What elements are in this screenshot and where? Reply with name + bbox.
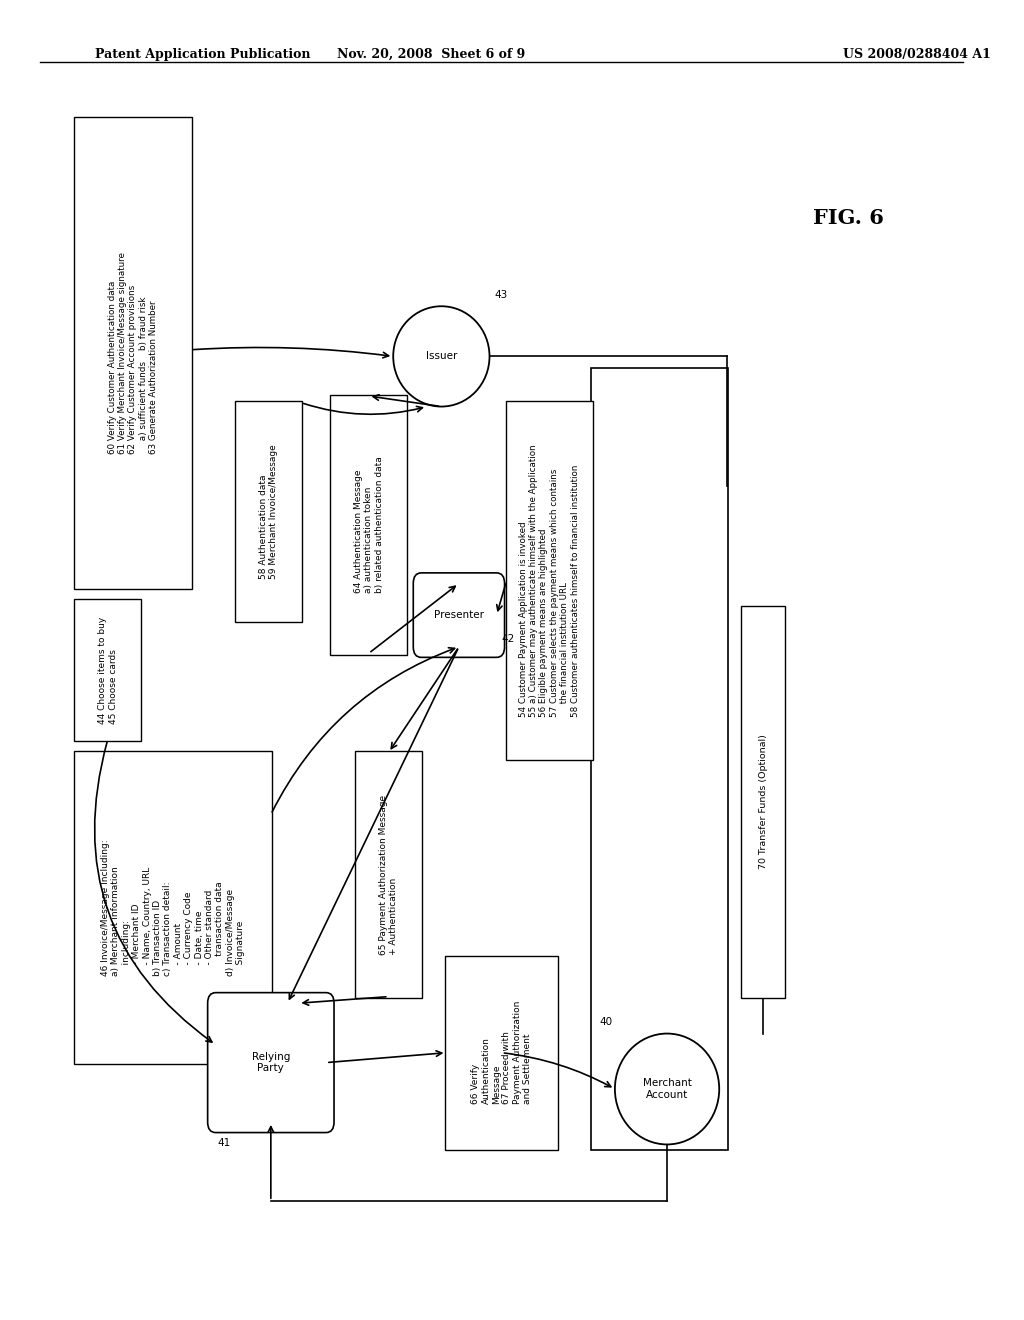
FancyBboxPatch shape [74, 751, 271, 1064]
Text: FIG. 6: FIG. 6 [812, 207, 884, 228]
Text: US 2008/0288404 A1: US 2008/0288404 A1 [843, 48, 990, 61]
Text: Patent Application Publication: Patent Application Publication [95, 48, 311, 61]
FancyBboxPatch shape [355, 751, 422, 998]
Text: 46 Invoice/Message Including:
a) Merchant information
    including:
    - Merch: 46 Invoice/Message Including: a) Merchan… [101, 840, 245, 975]
Text: Merchant
Account: Merchant Account [643, 1078, 691, 1100]
Text: 65 Payment Authorization Message
+ Authentication: 65 Payment Authorization Message + Authe… [379, 795, 398, 954]
Text: 54 Customer Payment Application is invoked
55 a) Customer may authenticate himse: 54 Customer Payment Application is invok… [519, 445, 580, 717]
Text: 58 Authentication data
59 Merchant Invoice/Message: 58 Authentication data 59 Merchant Invoi… [259, 444, 279, 579]
FancyBboxPatch shape [414, 573, 505, 657]
Text: 40: 40 [600, 1016, 613, 1027]
Text: 70 Transfer Funds (Optional): 70 Transfer Funds (Optional) [759, 734, 768, 870]
Text: 66 Verify
Authentication
Message
67 Proceed with
Payment Authorization
and Settl: 66 Verify Authentication Message 67 Proc… [471, 1001, 532, 1105]
Text: Issuer: Issuer [426, 351, 457, 362]
FancyBboxPatch shape [506, 401, 593, 760]
Text: Nov. 20, 2008  Sheet 6 of 9: Nov. 20, 2008 Sheet 6 of 9 [337, 48, 525, 61]
Text: Presenter: Presenter [434, 610, 484, 620]
Text: 60 Verify Customer Authentication data
61 Verify Merchant Invoice/Message signat: 60 Verify Customer Authentication data 6… [108, 252, 159, 454]
Ellipse shape [393, 306, 489, 407]
Text: 42: 42 [502, 634, 515, 644]
FancyBboxPatch shape [330, 395, 408, 655]
FancyBboxPatch shape [741, 606, 785, 998]
Text: Relying
Party: Relying Party [252, 1052, 290, 1073]
FancyBboxPatch shape [74, 117, 191, 589]
Text: 64 Authentication Message
a) authentication token
b) related authentication data: 64 Authentication Message a) authenticat… [353, 457, 384, 593]
FancyBboxPatch shape [445, 956, 558, 1150]
Ellipse shape [614, 1034, 719, 1144]
FancyBboxPatch shape [74, 599, 141, 741]
Text: 41: 41 [218, 1138, 231, 1148]
FancyBboxPatch shape [234, 401, 302, 622]
Text: 44 Choose items to buy
45 Choose cards: 44 Choose items to buy 45 Choose cards [98, 616, 118, 723]
Text: 43: 43 [495, 289, 508, 300]
FancyBboxPatch shape [208, 993, 334, 1133]
